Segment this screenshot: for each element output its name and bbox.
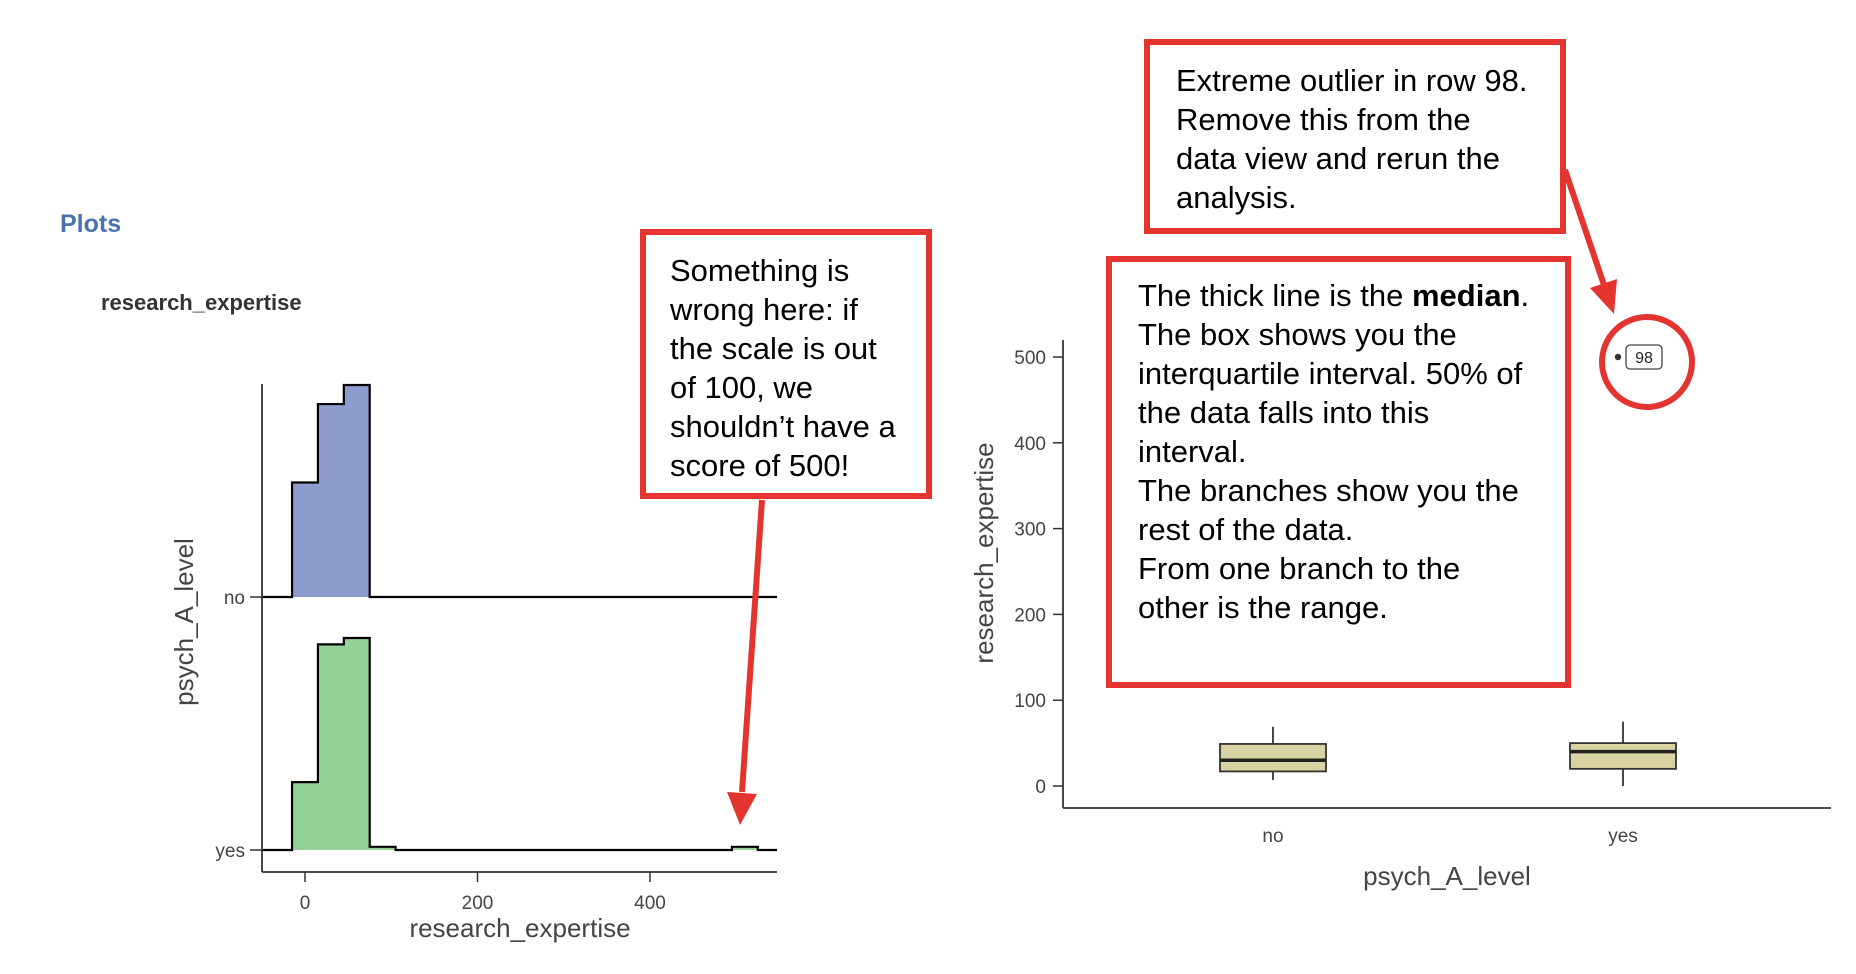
x-tick-label: 400 bbox=[634, 893, 666, 914]
box-no bbox=[1219, 743, 1327, 773]
outlier-highlight-circle bbox=[1599, 314, 1695, 410]
density-outline-no bbox=[262, 383, 777, 599]
x-tick-label: no bbox=[1262, 826, 1283, 847]
density-fill-yes bbox=[292, 638, 758, 850]
box-explanation: The box shows you the interquartile inte… bbox=[1138, 317, 1523, 469]
median-explanation: The thick line is the median. bbox=[1138, 278, 1530, 313]
x-axis-title: psych_A_level bbox=[1363, 861, 1531, 891]
y-tick-label: yes bbox=[215, 841, 245, 862]
y-tick-label: 400 bbox=[1014, 434, 1046, 455]
y-axis-title: research_expertise bbox=[969, 442, 999, 663]
y-axis-title: psych_A_level bbox=[169, 538, 199, 706]
histogram-callout: Something is wrong here: if the scale is… bbox=[640, 229, 932, 499]
median-word: median bbox=[1411, 278, 1521, 313]
density-outline-yes bbox=[262, 636, 777, 852]
y-tick-label: 300 bbox=[1014, 520, 1046, 541]
x-axis-title: research_expertise bbox=[409, 913, 630, 943]
outlier-point bbox=[1614, 353, 1622, 361]
arrow-to-outlier-line bbox=[1562, 169, 1607, 286]
y-tick-label: no bbox=[224, 588, 245, 609]
arrow-to-outlier-head bbox=[1590, 279, 1617, 314]
x-tick-label: yes bbox=[1608, 826, 1638, 847]
boxplot-callout: The thick line is the median. The box sh… bbox=[1106, 256, 1571, 688]
annotation-arrows bbox=[727, 169, 1695, 825]
x-tick-label: 200 bbox=[462, 893, 494, 914]
arrow-to-high-score-head bbox=[727, 792, 757, 825]
range-explanation: From one branch to the other is the rang… bbox=[1138, 551, 1461, 625]
outlier-label: 98 bbox=[1635, 350, 1653, 367]
density-fill-no bbox=[292, 385, 370, 597]
y-tick-label: 100 bbox=[1014, 691, 1046, 712]
arrow-to-high-score-line bbox=[739, 499, 765, 793]
histogram-title: research_expertise bbox=[101, 290, 302, 315]
box-yes bbox=[1569, 742, 1677, 770]
y-tick-label: 0 bbox=[1035, 777, 1046, 798]
outlier-callout: Extreme outlier in row 98. Remove this f… bbox=[1144, 39, 1566, 234]
outlier-label-box bbox=[1625, 344, 1663, 370]
box-plot-chart: 0 100 200 300 400 500 no yes 98 psych_A_level rese… bbox=[969, 340, 1831, 891]
plots-section-title: Plots bbox=[60, 210, 122, 238]
y-tick-label: 200 bbox=[1014, 605, 1046, 626]
x-tick-label: 0 bbox=[300, 893, 311, 914]
branches-explanation: The branches show you the rest of the da… bbox=[1138, 473, 1519, 547]
y-tick-label: 500 bbox=[1014, 348, 1046, 369]
